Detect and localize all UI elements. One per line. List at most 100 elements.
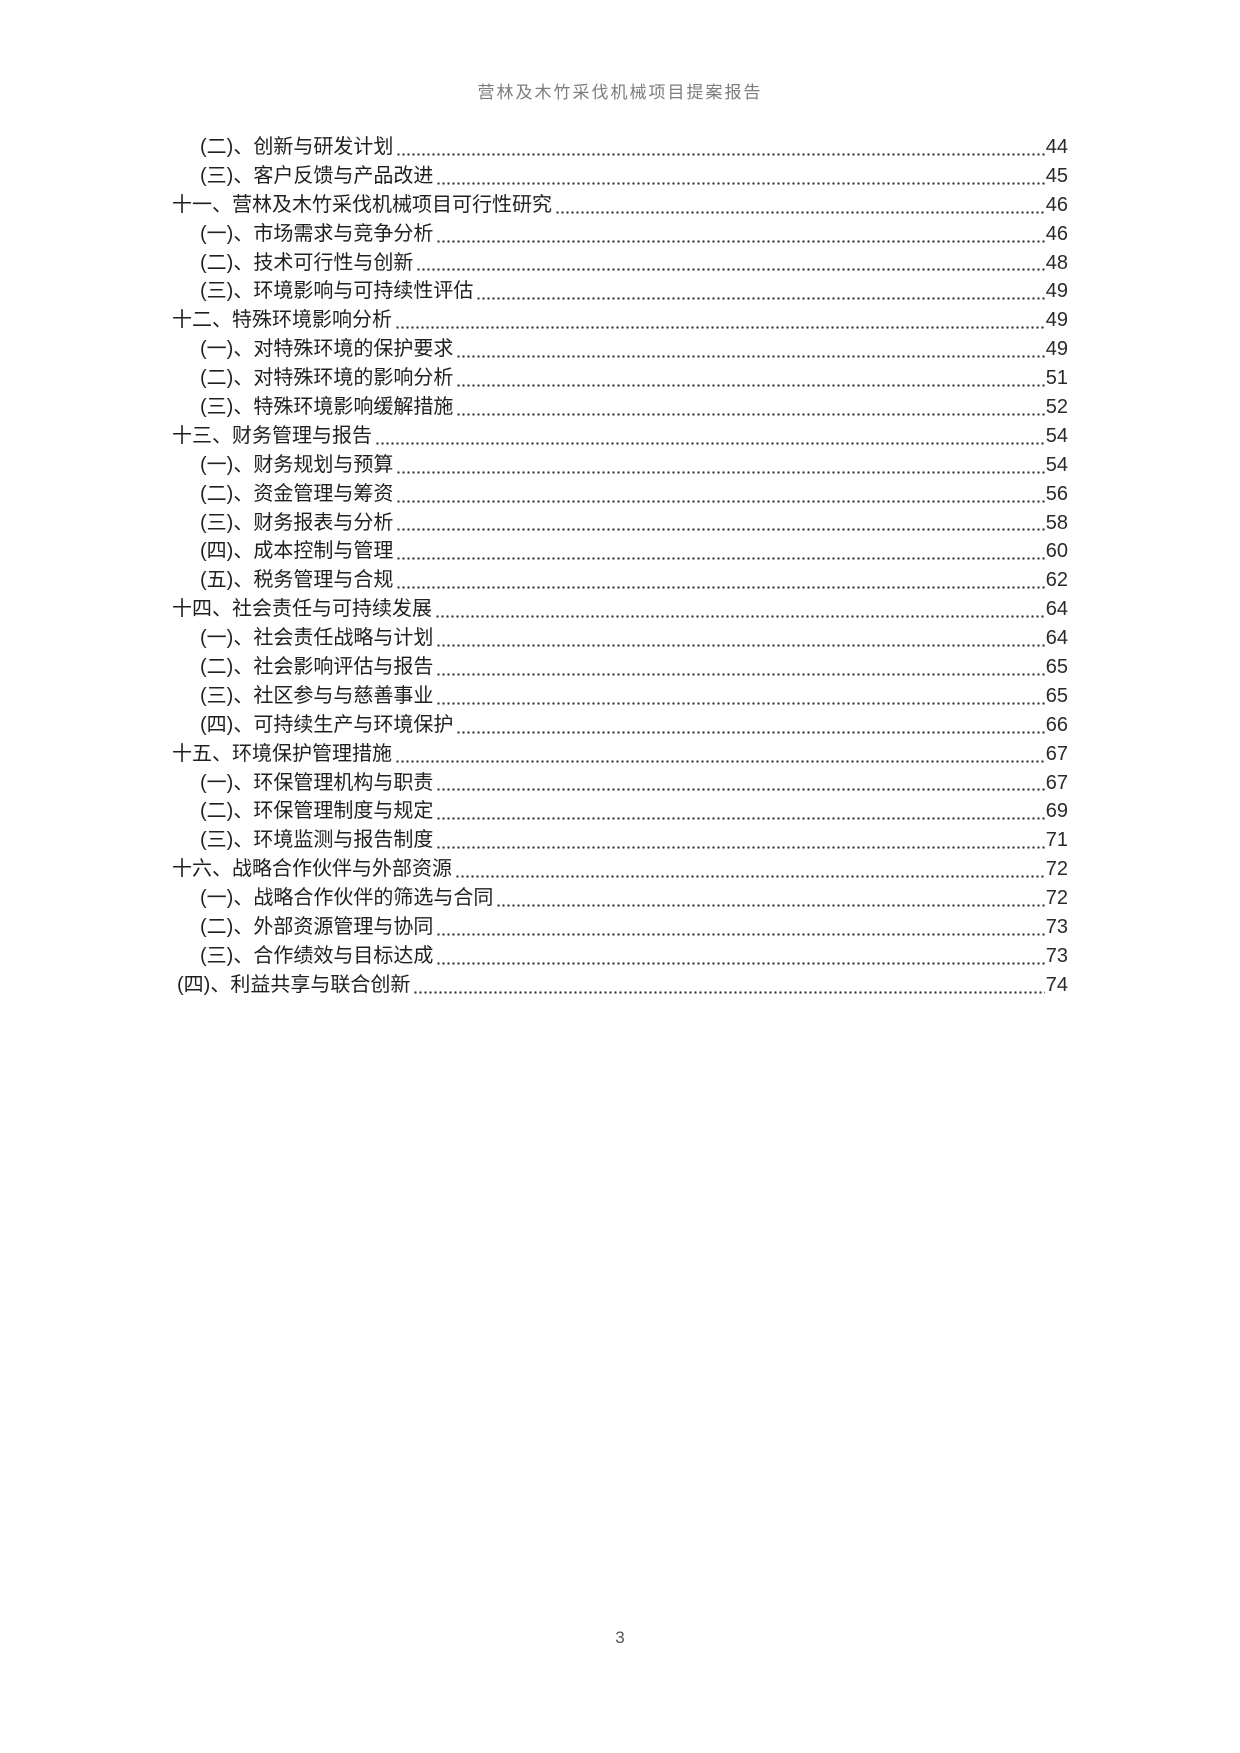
dot-leader [436, 683, 1045, 706]
dot-leader [416, 250, 1045, 273]
dot-leader [396, 134, 1045, 157]
toc-entry-page-number: 54 [1045, 453, 1068, 476]
toc-entry-label: (三)、财务报表与分析 [200, 511, 394, 534]
toc-entry-page-number: 58 [1045, 511, 1068, 534]
toc-entry-label: (三)、特殊环境影响缓解措施 [200, 396, 454, 419]
toc-entry[interactable]: (一)、环保管理机构与职责 67 [172, 769, 1068, 798]
toc-entry-label: (二)、社会影响评估与报告 [200, 656, 434, 679]
toc-entry[interactable]: (二)、技术可行性与创新 48 [172, 249, 1068, 278]
toc-entry-label: (二)、资金管理与筹资 [200, 482, 394, 505]
toc-entry[interactable]: (二)、外部资源管理与协同 73 [172, 913, 1068, 942]
toc-entry-label: (二)、技术可行性与创新 [200, 251, 414, 274]
dot-leader [413, 972, 1045, 995]
toc-entry-page-number: 64 [1045, 627, 1068, 650]
toc-entry[interactable]: (四)、可持续生产与环境保护 66 [172, 711, 1068, 740]
toc-entry[interactable]: 十五、环境保护管理措施 67 [172, 740, 1068, 769]
toc-entry[interactable]: (三)、财务报表与分析 58 [172, 509, 1068, 538]
toc-entry[interactable]: (一)、财务规划与预算 54 [172, 451, 1068, 480]
toc-entry-page-number: 67 [1045, 771, 1068, 794]
dot-leader [436, 943, 1045, 966]
toc-entry[interactable]: (二)、环保管理制度与规定 69 [172, 797, 1068, 826]
toc-entry-label: (三)、环境监测与报告制度 [200, 829, 434, 852]
toc-entry-label: (二)、外部资源管理与协同 [200, 916, 434, 939]
toc-entry-label: 十二、特殊环境影响分析 [172, 309, 392, 332]
toc-entry-label: (一)、社会责任战略与计划 [200, 627, 434, 650]
dot-leader [436, 221, 1045, 244]
toc-entry-page-number: 72 [1045, 858, 1068, 881]
toc-entry[interactable]: (四)、利益共享与联合创新 74 [172, 971, 1068, 1000]
toc-entry-label: 十一、营林及木竹采伐机械项目可行性研究 [172, 193, 552, 216]
dot-leader [436, 799, 1045, 822]
toc-entry-page-number: 73 [1045, 944, 1068, 967]
toc-entry-label: (一)、环保管理机构与职责 [200, 771, 434, 794]
toc-entry-page-number: 67 [1045, 742, 1068, 765]
toc-entry-page-number: 49 [1045, 280, 1068, 303]
toc-entry-label: 十三、财务管理与报告 [172, 424, 372, 447]
dot-leader [396, 539, 1045, 562]
toc-entry[interactable]: (二)、对特殊环境的影响分析 51 [172, 364, 1068, 393]
toc-entry[interactable]: (三)、特殊环境影响缓解措施 52 [172, 393, 1068, 422]
toc-entry[interactable]: 十二、特殊环境影响分析 49 [172, 306, 1068, 335]
dot-leader [436, 163, 1045, 186]
toc-entry[interactable]: 十一、营林及木竹采伐机械项目可行性研究 46 [172, 191, 1068, 220]
toc-entry[interactable]: 十六、战略合作伙伴与外部资源 72 [172, 855, 1068, 884]
table-of-contents: (二)、创新与研发计划 44 (三)、客户反馈与产品改进 45 十一、营林及木竹… [172, 133, 1068, 1000]
toc-entry-page-number: 65 [1045, 656, 1068, 679]
toc-entry[interactable]: (三)、环境监测与报告制度 71 [172, 826, 1068, 855]
toc-entry-page-number: 48 [1045, 251, 1068, 274]
toc-entry-page-number: 46 [1045, 193, 1068, 216]
dot-leader [455, 857, 1045, 880]
toc-entry-page-number: 74 [1045, 973, 1068, 996]
toc-entry[interactable]: (三)、环境影响与可持续性评估 49 [172, 277, 1068, 306]
toc-entry-page-number: 69 [1045, 800, 1068, 823]
toc-entry-label: (四)、利益共享与联合创新 [177, 973, 411, 996]
toc-entry[interactable]: (一)、社会责任战略与计划 64 [172, 624, 1068, 653]
toc-entry[interactable]: (二)、资金管理与筹资 56 [172, 480, 1068, 509]
toc-entry-page-number: 44 [1045, 136, 1068, 158]
toc-entry[interactable]: (一)、战略合作伙伴的筛选与合同 72 [172, 884, 1068, 913]
toc-entry[interactable]: 十三、财务管理与报告 54 [172, 422, 1068, 451]
toc-entry-label: (二)、环保管理制度与规定 [200, 800, 434, 823]
dot-leader [436, 626, 1045, 649]
dot-leader [436, 770, 1045, 793]
toc-entry-page-number: 65 [1045, 684, 1068, 707]
toc-entry[interactable]: (三)、合作绩效与目标达成 73 [172, 942, 1068, 971]
toc-entry-label: (一)、对特殊环境的保护要求 [200, 338, 454, 361]
toc-entry-label: (四)、可持续生产与环境保护 [200, 713, 454, 736]
toc-entry[interactable]: (三)、社区参与与慈善事业 65 [172, 682, 1068, 711]
dot-leader [396, 568, 1045, 591]
dot-leader [456, 712, 1045, 735]
toc-entry-page-number: 45 [1045, 164, 1068, 187]
toc-entry-page-number: 49 [1045, 338, 1068, 361]
toc-entry-label: (二)、对特殊环境的影响分析 [200, 367, 454, 390]
toc-entry[interactable]: (一)、对特殊环境的保护要求 49 [172, 335, 1068, 364]
toc-entry-page-number: 54 [1045, 424, 1068, 447]
document-header: 营林及木竹采伐机械项目提案报告 [0, 78, 1240, 103]
toc-entry-label: (三)、合作绩效与目标达成 [200, 944, 434, 967]
toc-entry-label: (三)、环境影响与可持续性评估 [200, 280, 474, 303]
dot-leader [555, 192, 1045, 215]
dot-leader [436, 914, 1045, 937]
dot-leader [375, 423, 1045, 446]
toc-entry[interactable]: (五)、税务管理与合规 62 [172, 566, 1068, 595]
toc-entry[interactable]: (一)、市场需求与竞争分析 46 [172, 220, 1068, 249]
toc-entry-page-number: 66 [1045, 713, 1068, 736]
document-footer: 3 [0, 1628, 1240, 1648]
toc-entry-label: (四)、成本控制与管理 [200, 540, 394, 563]
toc-entry[interactable]: (二)、创新与研发计划 44 [172, 133, 1068, 162]
toc-entry-label: (一)、战略合作伙伴的筛选与合同 [200, 887, 494, 910]
footer-page-number: 3 [615, 1628, 625, 1647]
dot-leader [396, 481, 1045, 504]
toc-entry-label: 十六、战略合作伙伴与外部资源 [172, 858, 452, 881]
dot-leader [456, 366, 1045, 389]
toc-entry[interactable]: (三)、客户反馈与产品改进 45 [172, 162, 1068, 191]
toc-entry[interactable]: 十四、社会责任与可持续发展 64 [172, 595, 1068, 624]
toc-entry[interactable]: (二)、社会影响评估与报告 65 [172, 653, 1068, 682]
toc-entry-page-number: 72 [1045, 887, 1068, 910]
dot-leader [456, 337, 1045, 360]
toc-entry-page-number: 60 [1045, 540, 1068, 563]
toc-entry-page-number: 64 [1045, 598, 1068, 621]
dot-leader [436, 828, 1045, 851]
toc-entry[interactable]: (四)、成本控制与管理 60 [172, 537, 1068, 566]
